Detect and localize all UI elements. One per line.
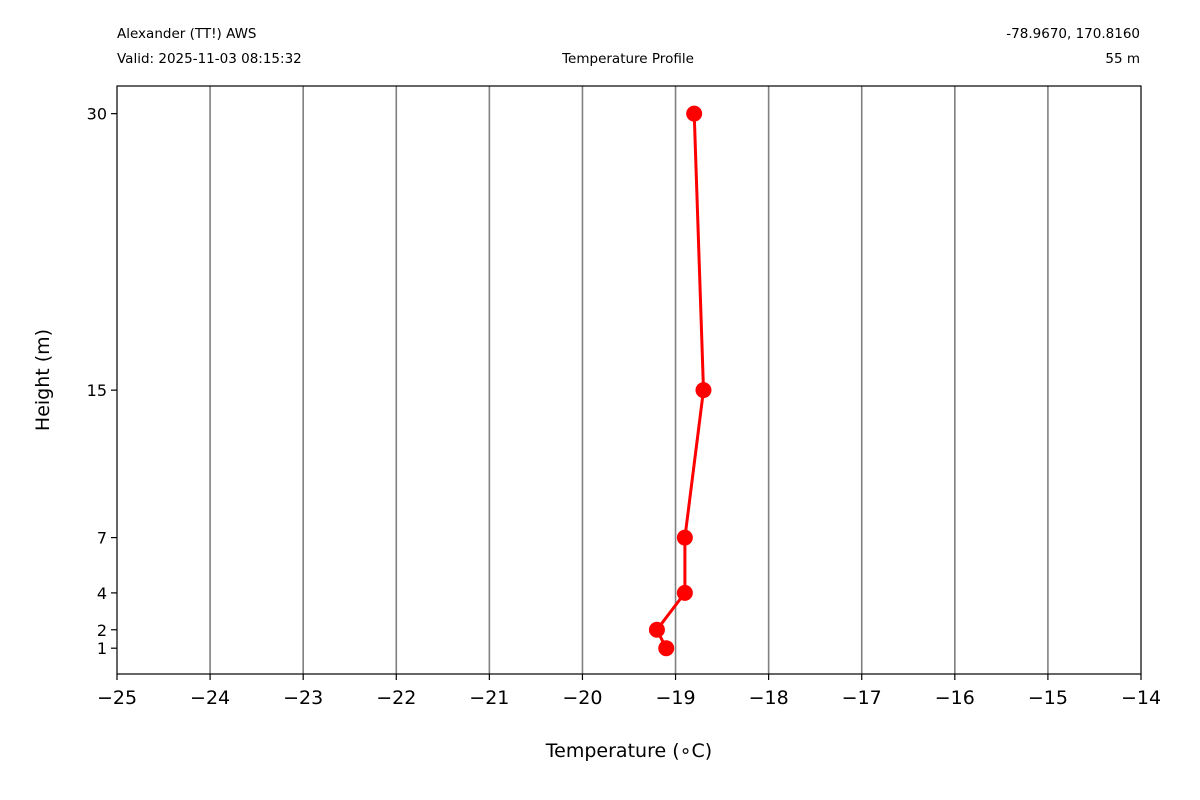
data-point <box>676 529 693 546</box>
data-point <box>695 382 712 399</box>
series-layer <box>648 105 712 657</box>
x-tick-label: −24 <box>190 687 230 709</box>
x-tick-label: −15 <box>1028 687 1068 709</box>
valid-time: Valid: 2025-11-03 08:15:32 <box>117 51 302 67</box>
y-tick-label: 15 <box>87 381 107 400</box>
data-point <box>658 640 675 657</box>
data-point <box>648 621 665 638</box>
x-axis-label: Temperature (∘C) <box>545 740 712 762</box>
profile-line <box>655 113 705 649</box>
y-tick-label: 2 <box>97 621 107 640</box>
y-tick-label: 30 <box>87 105 107 124</box>
x-tick-label: −18 <box>749 687 789 709</box>
data-point <box>676 584 693 601</box>
x-tick-label: −17 <box>842 687 882 709</box>
axis-layer: −25 −24 −23 −22 −21 −20 −19 −18 −17 −16 −15 −14 12 4 7… <box>87 105 1161 709</box>
x-tick-label: −25 <box>97 687 137 709</box>
y-tick-label: 1 <box>97 639 107 658</box>
x-tick-label: −19 <box>655 687 695 709</box>
x-tick-label: −14 <box>1121 687 1161 709</box>
x-tick-label: −20 <box>562 687 602 709</box>
grid-layer <box>209 86 1049 674</box>
x-tick-label: −22 <box>376 687 416 709</box>
y-tick-label: 4 <box>97 584 107 603</box>
chart-title: Temperature Profile <box>562 51 694 67</box>
x-tick-label: −16 <box>935 687 975 709</box>
station-elevation: 55 m <box>1105 51 1140 67</box>
station-name: Alexander (TT!) AWS <box>117 26 257 42</box>
station-coordinates: -78.9670, 170.8160 <box>1006 26 1140 42</box>
x-tick-label: −23 <box>283 687 323 709</box>
plot-frame <box>116 85 1142 675</box>
y-axis-label: Height (m) <box>32 329 54 431</box>
y-tick-label: 7 <box>97 529 107 548</box>
x-tick-label: −21 <box>469 687 509 709</box>
data-point <box>686 105 703 122</box>
